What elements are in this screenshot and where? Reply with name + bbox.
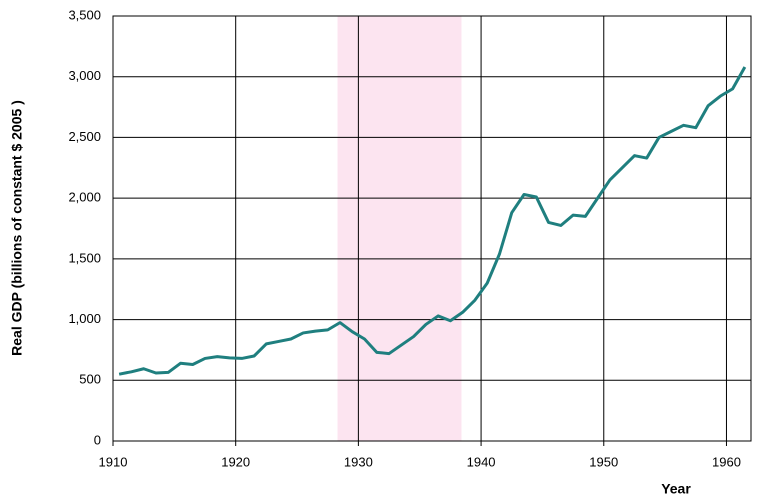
y-tick-label: 1,000 (68, 311, 101, 326)
x-tick-label: 1920 (221, 454, 250, 469)
plot-border (112, 15, 752, 442)
x-tick-label: 1910 (99, 454, 128, 469)
y-tick-label: 2,000 (68, 190, 101, 205)
data-line (118, 66, 747, 376)
x-tick-label: 1950 (589, 454, 618, 469)
y-axis-title: Real GDP (billions of constant $ 2005 ) (9, 100, 25, 356)
x-tick-label: 1960 (712, 454, 741, 469)
x-tick-label: 1940 (467, 454, 496, 469)
y-tick-label: 500 (79, 372, 101, 387)
y-tick-label: 2,500 (68, 129, 101, 144)
y-tick-label: 3,000 (68, 68, 101, 83)
y-tick-label: 0 (94, 432, 101, 447)
y-tick-label: 3,500 (68, 7, 101, 22)
shaded-region (337, 16, 462, 441)
y-tick-label: 1,500 (68, 250, 101, 265)
x-axis-title: Year (661, 481, 691, 497)
x-tick-label: 1930 (344, 454, 373, 469)
